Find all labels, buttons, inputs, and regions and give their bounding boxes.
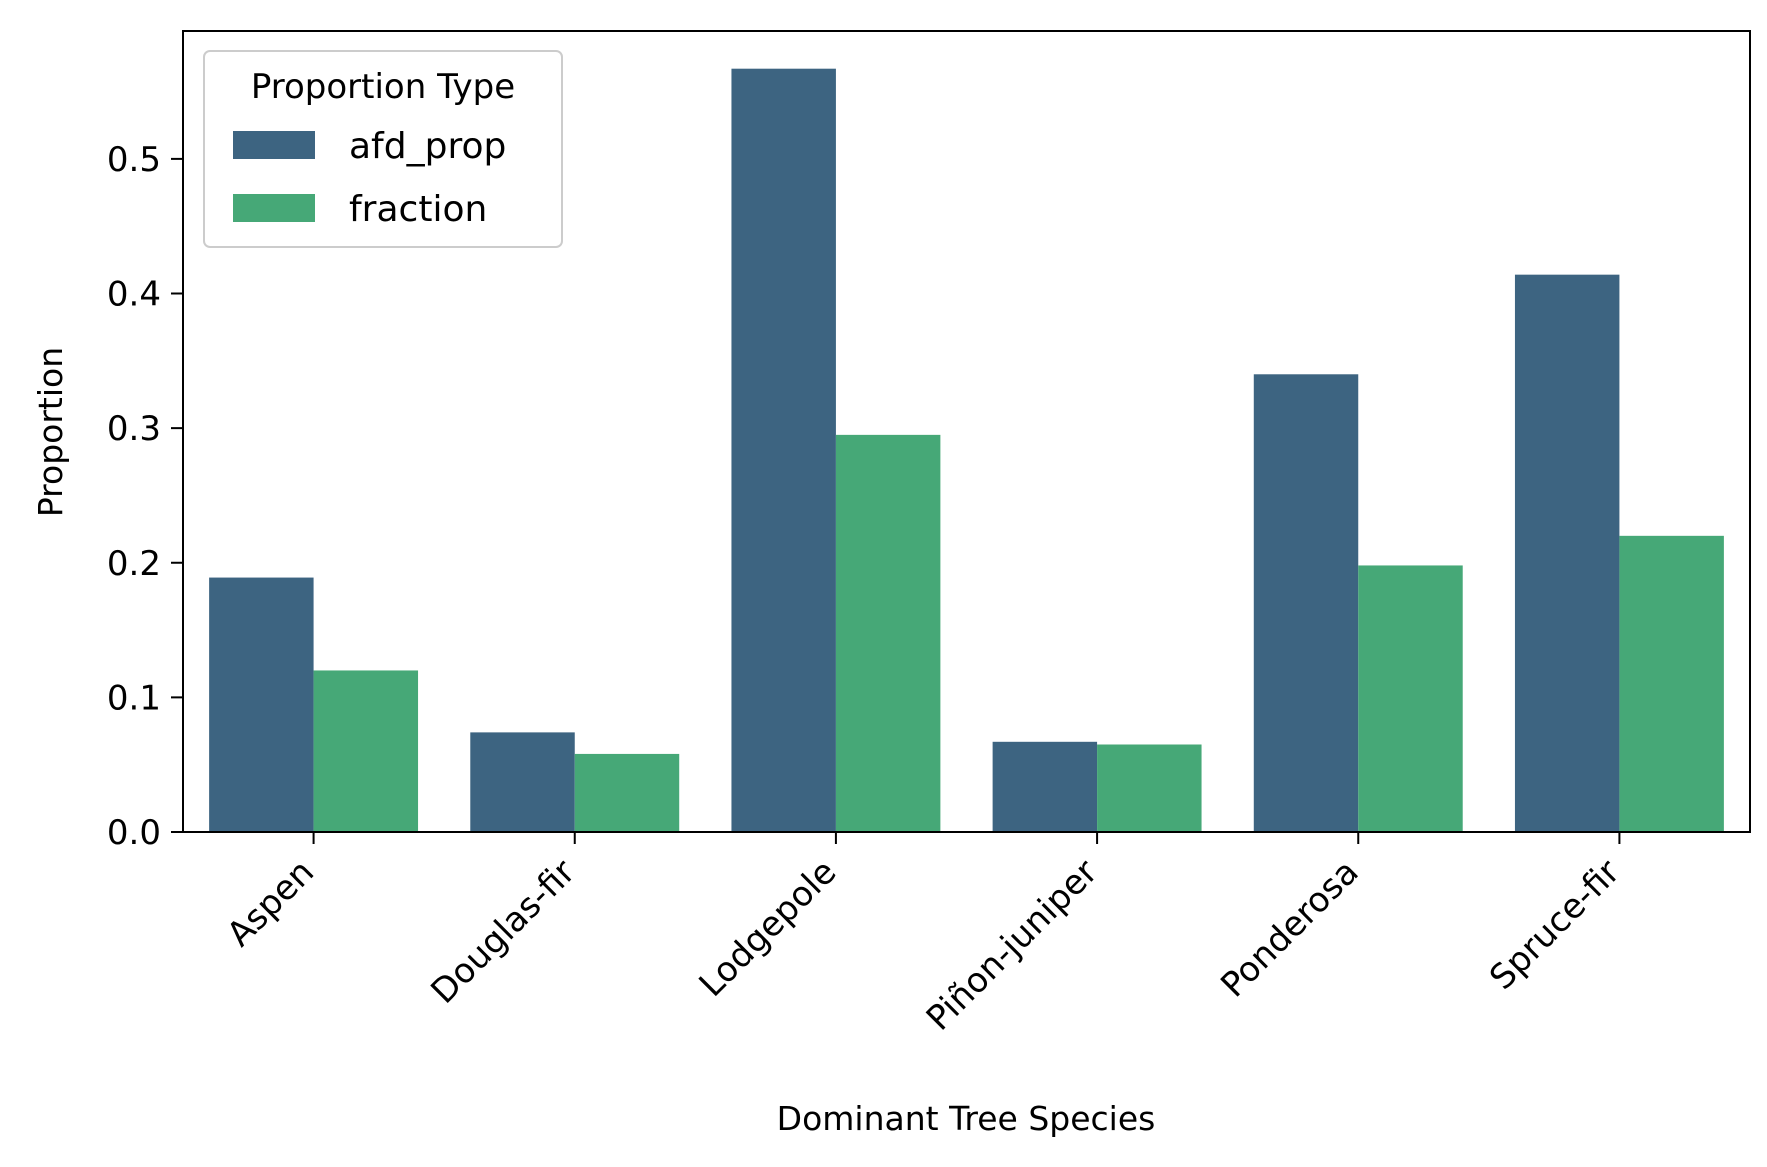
legend: Proportion Type afd_prop fraction — [203, 50, 563, 248]
bar-afd-prop-douglas-fir — [470, 732, 575, 832]
y-tick-label-2: 0.2 — [107, 544, 161, 584]
legend-label-afd-prop: afd_prop — [349, 126, 506, 167]
legend-swatch-fraction — [233, 194, 315, 222]
x-axis-label: Dominant Tree Species — [777, 1099, 1156, 1138]
y-tick-label-1: 0.1 — [107, 678, 161, 718]
plot-frame — [182, 30, 1751, 833]
legend-title: Proportion Type — [251, 67, 515, 107]
bar-fraction-aspen — [313, 670, 419, 832]
bar-fraction-ponderosa — [1358, 565, 1463, 832]
bar-fraction-lodgepole — [835, 434, 941, 832]
bar-fraction-spruce-fir — [1619, 535, 1724, 832]
bar-afd-prop-ponderosa — [1253, 374, 1359, 832]
y-tick-label-3: 0.3 — [107, 409, 161, 449]
bar-fraction-douglas-fir — [574, 753, 680, 832]
bars-layer — [209, 68, 1724, 833]
legend-swatch-afd-prop — [233, 131, 315, 159]
bar-afd-prop-aspen — [209, 577, 314, 832]
legend-label-fraction: fraction — [349, 189, 487, 230]
bar-afd-prop-pinon-juniper — [992, 741, 1098, 832]
bar-fraction-pinon-juniper — [1097, 744, 1202, 832]
y-tick-label-0: 0.0 — [107, 813, 161, 853]
y-tick-label-5: 0.5 — [107, 140, 161, 180]
y-axis-label: Proportion — [31, 347, 70, 517]
y-tick-label-4: 0.4 — [107, 275, 161, 315]
y-axis-ticks: 0.0 0.1 0.2 0.3 0.4 0.5 — [107, 140, 183, 853]
bar-afd-prop-spruce-fir — [1514, 274, 1620, 833]
bar-afd-prop-lodgepole — [731, 68, 836, 833]
